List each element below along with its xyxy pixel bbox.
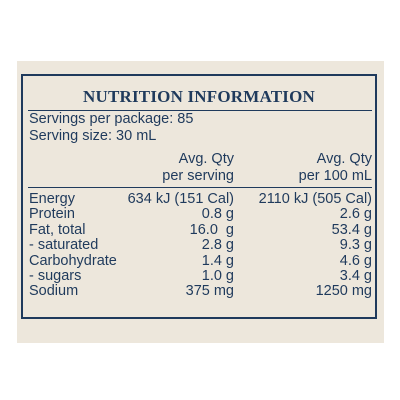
per-serving-value: 634 kJ (151 Cal) bbox=[127, 191, 234, 207]
nutrient-label: Sodium bbox=[29, 283, 79, 300]
nutrient-label: Energy bbox=[29, 191, 75, 207]
column-header-per-100ml-line1: Avg. Qty bbox=[316, 151, 372, 167]
serving-size: Serving size: 30 mL bbox=[29, 128, 157, 144]
title-divider bbox=[28, 110, 372, 111]
nutrition-table: NUTRITION INFORMATION Servings per packa… bbox=[21, 74, 377, 319]
table-row: - sugars 1.0 g 3.4 g bbox=[29, 267, 372, 284]
table-row: Energy 634 kJ (151 Cal) 2110 kJ (505 Cal… bbox=[29, 191, 372, 207]
per-serving-value: 375 mg bbox=[185, 283, 234, 300]
column-header-per-serving-line1: Avg. Qty bbox=[178, 151, 234, 167]
per-serving-value: 1.0 g bbox=[201, 267, 234, 284]
per-100ml-value: 1250 mg bbox=[315, 283, 372, 300]
per-100ml-value: 3.4 g bbox=[339, 267, 372, 284]
per-serving-value: 2.8 g bbox=[201, 237, 234, 254]
table-row: - saturated 2.8 g 9.3 g bbox=[29, 237, 372, 254]
table-row: Carbohydrate 1.4 g 4.6 g bbox=[29, 252, 372, 269]
nutrient-label: - sugars bbox=[29, 267, 82, 284]
per-100ml-value: 9.3 g bbox=[339, 237, 372, 254]
column-header-per-serving: Avg. Qty per serving bbox=[162, 151, 234, 185]
table-row: Sodium 375 mg 1250 mg bbox=[29, 283, 372, 300]
nutrient-label: Protein bbox=[29, 206, 75, 223]
column-header-per-100ml: Avg. Qty per 100 mL bbox=[299, 151, 372, 185]
per-100ml-value: 53.4 g bbox=[331, 221, 372, 238]
header-divider bbox=[28, 187, 372, 188]
nutrient-label: - saturated bbox=[29, 237, 99, 254]
nutrient-rows: Energy 634 kJ (151 Cal) 2110 kJ (505 Cal… bbox=[29, 191, 372, 300]
per-100ml-value: 2.6 g bbox=[339, 206, 372, 223]
per-serving-value: 16.0 g bbox=[189, 221, 234, 238]
nutrient-label: Fat, total bbox=[29, 221, 86, 238]
per-serving-value: 1.4 g bbox=[201, 252, 234, 269]
servings-per-package: Servings per package: 85 bbox=[29, 111, 194, 127]
table-row: Fat, total 16.0 g 53.4 g bbox=[29, 221, 372, 238]
per-serving-value: 0.8 g bbox=[201, 206, 234, 223]
table-row: Protein 0.8 g 2.6 g bbox=[29, 206, 372, 223]
column-header-per-100ml-line2: per 100 mL bbox=[298, 168, 372, 184]
per-100ml-value: 2110 kJ (505 Cal) bbox=[258, 191, 372, 207]
column-header-per-serving-line2: per serving bbox=[162, 168, 234, 184]
label-panel bbox=[17, 61, 384, 343]
nutrient-label: Carbohydrate bbox=[29, 252, 117, 269]
table-title: NUTRITION INFORMATION bbox=[83, 87, 315, 106]
per-100ml-value: 4.6 g bbox=[339, 252, 372, 269]
